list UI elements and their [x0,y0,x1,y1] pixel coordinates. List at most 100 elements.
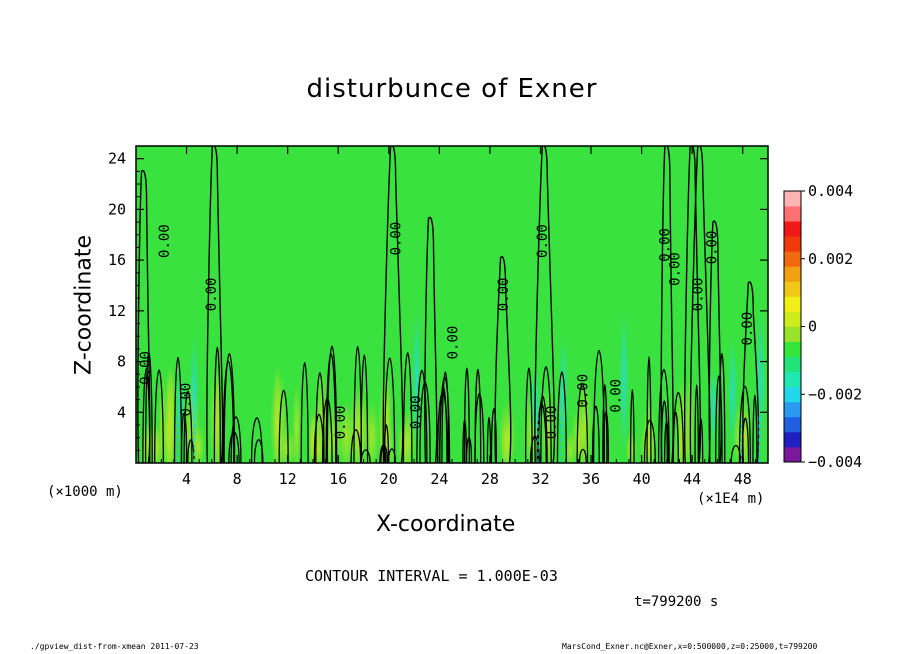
contour-label: 0.00 [138,351,154,385]
contour-line [250,417,263,463]
colorbar-band [784,296,801,312]
contour-line [173,356,183,463]
contour-line [643,419,656,463]
contour-line [187,439,195,463]
x-scale-label: (×1E4 m) [697,491,765,507]
contour-line [556,371,567,463]
contour-line [313,413,325,463]
y-tick-label: 20 [108,200,126,218]
time-label: t=799200 s [634,594,719,610]
contour-label: 0.00 [740,312,756,346]
contour-line [576,382,589,463]
contour-line [424,216,438,463]
colorbar-band [784,386,801,403]
contour-label: 0.00 [409,395,425,429]
colorbar: 0.004 0.002 0 −0.002 −0.004 [783,182,862,471]
contour-line [326,345,338,463]
contour-label: 0.00 [204,277,220,311]
contour-label: 0.00 [690,277,706,311]
x-unit-label: (×1000 m) [47,484,123,500]
colorbar-band [784,236,801,252]
contour-line [698,418,704,463]
contour-label: 0.00 [704,231,720,265]
contour-line [222,360,235,463]
contour-line [223,352,236,463]
x-tick-label: 40 [633,470,651,488]
contour-label: 0.00 [496,277,512,311]
y-tick-label: 8 [117,353,126,371]
contour-line [752,394,758,463]
contour-line [416,369,428,463]
y-tick-label: 24 [108,150,126,168]
contour-line [474,392,485,463]
contour-label: 0.00 [445,326,461,360]
x-tick-label: 32 [531,470,549,488]
contour-label: 0.00 [179,383,195,417]
contour-line [664,420,670,463]
contour-line [629,389,635,463]
colorbar-tick-label: −0.004 [808,453,862,471]
contour-line [591,405,600,463]
contour-line [382,146,404,463]
contour-line [718,352,726,463]
chart-title: disturbunce of Exner [306,74,598,104]
contour-line [537,395,548,463]
contour-line [206,146,224,463]
colorbar-tick-label: 0 [808,318,817,336]
contour-line [144,351,153,463]
contour-line [183,390,193,463]
field-blob-negative [727,335,738,452]
x-tick-label: 24 [430,470,448,488]
x-tick-label: 48 [734,470,752,488]
contour-line [384,357,396,463]
contour-line [602,384,608,463]
contour-line [525,367,533,463]
x-tick-label: 16 [329,470,347,488]
colorbar-band [784,326,801,342]
contour-line [383,424,390,463]
contour-label: 0.00 [608,379,624,413]
contour-label: 0.00 [535,224,551,258]
contour-label: 0.00 [388,222,404,256]
colorbar-band [784,311,801,327]
contour-line [142,368,151,463]
colorbar-band [784,281,801,297]
x-axis-label: X-coordinate [376,512,516,537]
x-tick-label: 28 [481,470,499,488]
x-tick-label: 44 [683,470,701,488]
contour-layer [137,146,760,463]
contour-line [494,256,512,463]
colorbar-band [784,401,801,418]
contour-line [300,362,309,463]
colorbar-tick-label: 0.002 [808,250,853,268]
colorbar-band [784,266,801,282]
x-tick-label: 20 [380,470,398,488]
contour-line [463,367,470,463]
colorbar-tick-label: 0.004 [808,182,853,200]
colorbar-band [784,431,801,448]
contour-line [278,389,289,463]
contour-line [486,416,492,463]
field-blob [292,380,302,463]
field-blob [337,400,355,463]
contour-interval-label: CONTOUR INTERVAL = 1.000E-03 [305,567,558,585]
field-blob [364,399,380,463]
colorbar-band [784,221,801,237]
contour-line [253,439,264,463]
contour-label-layer: 0.00 0.00 0.00 0.00 0.00 0.00 0.00 0.00 0.00 0.00… [138,222,756,440]
contour-line [683,146,702,463]
field-blob-negative [411,304,422,457]
contour-line [490,408,498,463]
contour-line [540,366,552,463]
colorbar-band [784,371,801,388]
contour-line [474,368,482,463]
colorbar-band [784,416,801,433]
colorbar-tick-label: −0.002 [808,385,862,403]
contour-line [419,381,431,463]
contour-line [402,351,413,463]
colorbar-band [784,206,801,222]
y-tick-label: 12 [108,302,126,320]
footer-right: MarsCond_Exner.nc@Exner,x=0:500000,z=0:2… [562,642,818,651]
x-tick-label: 12 [279,470,297,488]
